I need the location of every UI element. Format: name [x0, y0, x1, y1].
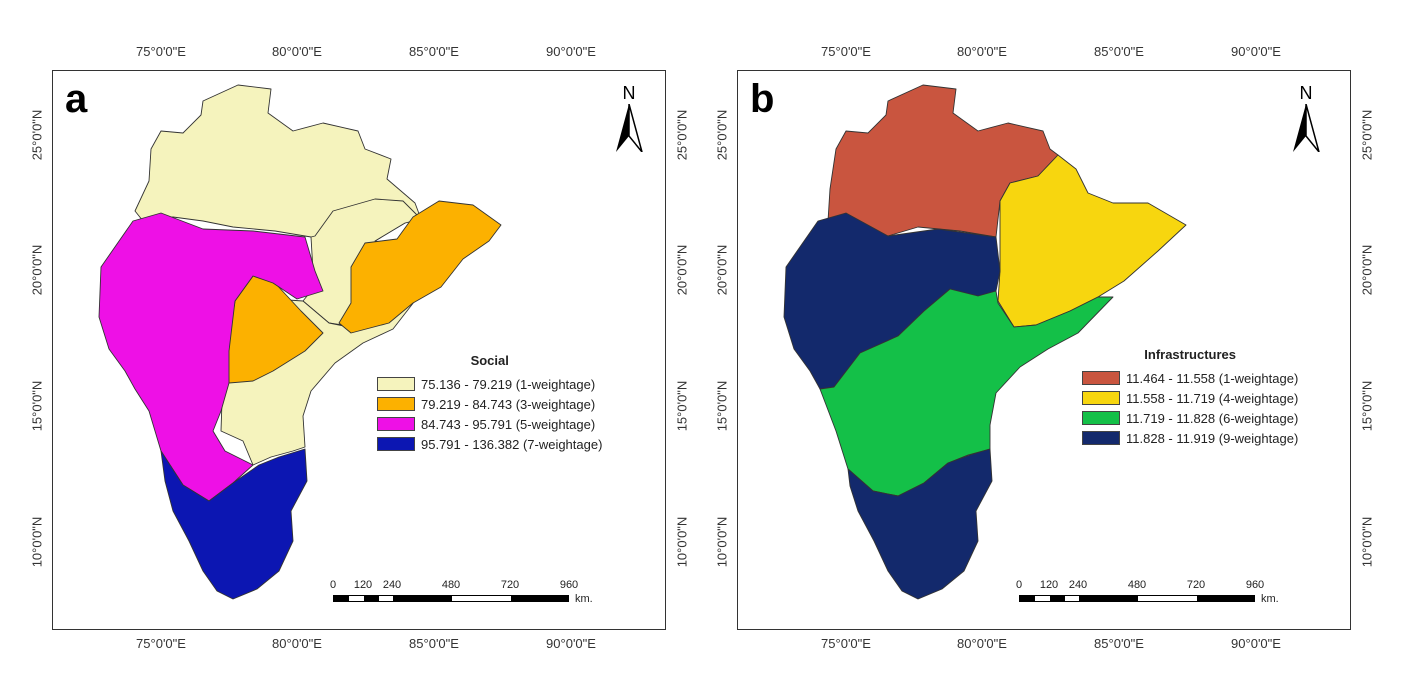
- scale-bar-graphic: [333, 595, 569, 602]
- longitude-label: 80°0'0"E: [957, 636, 1007, 651]
- legend-item: 75.136 - 79.219 (1-weightage): [377, 374, 602, 394]
- map-region-south: [160, 448, 308, 600]
- scale-bar: 0 120 240 480 720 960 km.: [329, 579, 633, 609]
- north-arrow-label: N: [622, 83, 636, 103]
- legend-range: 11.464 - 11.558: [1126, 370, 1216, 386]
- legend-swatch: [377, 437, 415, 451]
- longitude-label: 90°0'0"E: [1231, 44, 1281, 59]
- legend-item: 11.828 - 11.919 (9-weightage): [1082, 428, 1298, 448]
- legend-item: 11.719 - 11.828 (6-weightage): [1082, 408, 1298, 428]
- panel-letter: a: [65, 77, 88, 121]
- legend-swatch: [377, 417, 415, 431]
- scale-tick: 120: [353, 579, 373, 591]
- legend-title: Infrastructures: [1144, 347, 1237, 362]
- map-region-east: [338, 200, 502, 334]
- longitude-label: 90°0'0"E: [546, 636, 596, 651]
- map-region-west: [98, 212, 324, 502]
- longitude-label: 80°0'0"E: [272, 636, 322, 651]
- scale-tick: 480: [1127, 579, 1147, 591]
- longitude-label: 90°0'0"E: [1231, 636, 1281, 651]
- legend: Social 75.136 - 79.219 (1-weightage) 79.…: [377, 353, 602, 454]
- scale-unit: km.: [575, 593, 593, 605]
- legend-swatch: [1082, 411, 1120, 425]
- legend-swatch: [377, 377, 415, 391]
- map-region-north: [827, 84, 1059, 238]
- legend-range: 11.558 - 11.719: [1126, 390, 1216, 406]
- scale-tick: 480: [441, 579, 461, 591]
- north-arrow: N: [1286, 83, 1326, 157]
- scale-tick: 960: [559, 579, 579, 591]
- longitude-label: 85°0'0"E: [409, 44, 459, 59]
- scale-tick: 240: [1068, 579, 1088, 591]
- legend-weight: (3-weightage): [515, 396, 596, 412]
- choropleth-map: [98, 84, 502, 600]
- scale-bar: 0 120 240 480 720 960 km.: [1015, 579, 1319, 609]
- longitude-label: 85°0'0"E: [409, 636, 459, 651]
- scale-tick: 0: [1015, 579, 1023, 591]
- panel-letter: b: [750, 77, 775, 121]
- legend-item: 95.791 - 136.382 (7-weightage): [377, 434, 602, 454]
- longitude-label: 85°0'0"E: [1094, 636, 1144, 651]
- scale-bar-graphic: [1019, 595, 1255, 602]
- legend-range: 79.219 - 84.743: [421, 396, 513, 412]
- legend-swatch: [1082, 431, 1120, 445]
- north-arrow-icon: [1293, 103, 1320, 153]
- legend-weight: (5-weightage): [515, 416, 596, 432]
- longitude-label: 80°0'0"E: [957, 44, 1007, 59]
- scale-tick: 240: [382, 579, 402, 591]
- legend-weight: (6-weightage): [1218, 410, 1299, 426]
- map-panel-b: b N Infrastructures 11.464 - 11.558 (1-w…: [737, 70, 1351, 630]
- legend-item: 11.464 - 11.558 (1-weightage): [1082, 368, 1298, 388]
- scale-tick: 720: [500, 579, 520, 591]
- map-region-south: [847, 448, 993, 600]
- choropleth-map: [783, 84, 1187, 600]
- longitude-label: 75°0'0"E: [821, 636, 871, 651]
- legend-weight: (1-weightage): [515, 376, 596, 392]
- legend-swatch: [1082, 371, 1120, 385]
- longitude-label: 75°0'0"E: [821, 44, 871, 59]
- legend-swatch: [1082, 391, 1120, 405]
- scale-tick: 720: [1186, 579, 1206, 591]
- longitude-label: 75°0'0"E: [136, 636, 186, 651]
- legend-range: 11.719 - 11.828: [1126, 410, 1216, 426]
- legend-weight: (1-weightage): [1218, 370, 1299, 386]
- legend-item: 11.558 - 11.719 (4-weightage): [1082, 388, 1298, 408]
- north-arrow-label: N: [1299, 83, 1313, 103]
- legend-item: 84.743 - 95.791 (5-weightage): [377, 414, 602, 434]
- longitude-label: 85°0'0"E: [1094, 44, 1144, 59]
- scale-tick: 120: [1039, 579, 1059, 591]
- legend-title: Social: [470, 353, 509, 368]
- scale-unit: km.: [1261, 593, 1279, 605]
- map-panel-a: a N Social 75.136 - 79.219: [52, 70, 666, 630]
- scale-tick: 960: [1245, 579, 1265, 591]
- longitude-label: 90°0'0"E: [546, 44, 596, 59]
- legend-swatch: [377, 397, 415, 411]
- longitude-label: 75°0'0"E: [136, 44, 186, 59]
- legend: Infrastructures 11.464 - 11.558 (1-weigh…: [1082, 347, 1298, 448]
- north-arrow-icon: [616, 103, 643, 153]
- scale-tick: 0: [329, 579, 337, 591]
- legend-item: 79.219 - 84.743 (3-weightage): [377, 394, 602, 414]
- legend-weight: (7-weightage): [522, 436, 603, 452]
- legend-range: 84.743 - 95.791: [421, 416, 513, 432]
- legend-range: 95.791 - 136.382: [421, 436, 520, 452]
- longitude-label: 80°0'0"E: [272, 44, 322, 59]
- legend-range: 75.136 - 79.219: [421, 376, 513, 392]
- legend-range: 11.828 - 11.919: [1126, 430, 1216, 446]
- north-arrow: N: [609, 83, 649, 157]
- legend-weight: (4-weightage): [1218, 390, 1299, 406]
- legend-weight: (9-weightage): [1218, 430, 1299, 446]
